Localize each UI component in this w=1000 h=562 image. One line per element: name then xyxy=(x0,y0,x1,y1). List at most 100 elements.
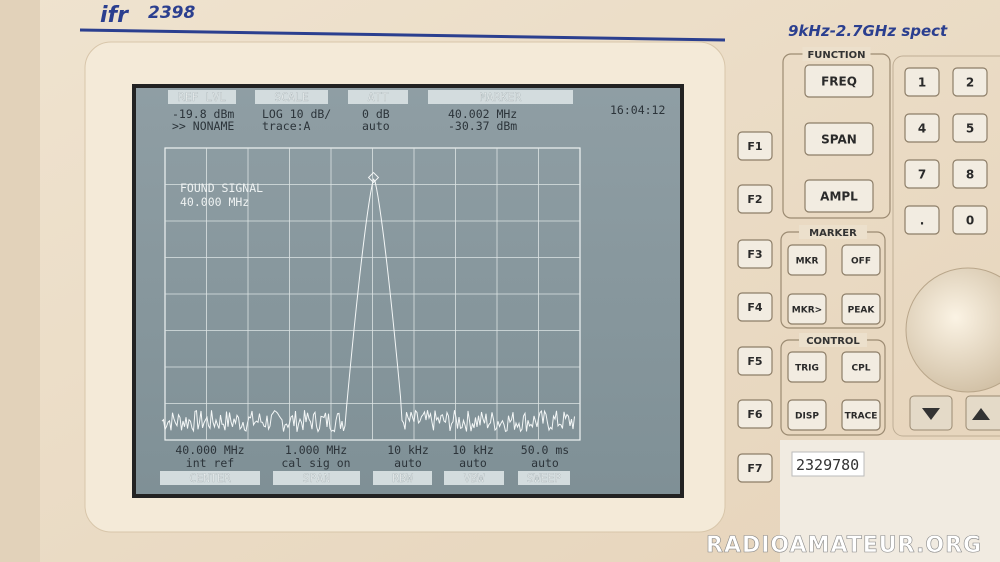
control-key[interactable] xyxy=(787,399,827,431)
softkey[interactable] xyxy=(737,453,773,483)
marker-key[interactable] xyxy=(787,293,827,325)
digit-key-label: 8 xyxy=(966,168,974,182)
control-key[interactable] xyxy=(841,351,881,383)
panel-title: FUNCTION xyxy=(807,50,865,61)
footer-tab xyxy=(373,471,432,485)
softkey[interactable] xyxy=(737,131,773,161)
control-key-label: TRIG xyxy=(795,364,819,374)
footer-tab xyxy=(444,471,504,485)
marker-key[interactable] xyxy=(787,244,827,276)
digit-key[interactable] xyxy=(904,67,940,97)
marker-key-label: OFF xyxy=(851,257,871,267)
function-key-label: SPAN xyxy=(821,133,857,147)
clock: 16:04:12 xyxy=(610,103,665,117)
digit-key[interactable] xyxy=(904,205,940,235)
footer-value: auto xyxy=(394,456,422,470)
footer-value: auto xyxy=(531,456,559,470)
sticker xyxy=(791,451,865,477)
function-key-label: AMPL xyxy=(820,190,858,204)
arrow-down-icon xyxy=(922,408,940,420)
header-value: >> NONAME xyxy=(172,119,234,133)
header-tab-label: SCALE xyxy=(274,90,309,104)
header-tab-label: ATT xyxy=(368,90,389,104)
footer-tab-label: SWEEP xyxy=(527,471,562,485)
softkey-label: F6 xyxy=(747,408,763,421)
footer-tab-label: SPAN xyxy=(303,471,331,485)
header-value: -30.37 dBm xyxy=(448,119,517,133)
footer-tab xyxy=(160,471,260,485)
panel-title-bg xyxy=(799,333,867,347)
header-value: -19.8 dBm xyxy=(172,107,234,121)
digit-key[interactable] xyxy=(952,67,988,97)
function-key[interactable] xyxy=(804,179,874,213)
digit-key[interactable] xyxy=(952,205,988,235)
header-tab-label: REF LVL xyxy=(178,90,227,104)
serial: 2329780 xyxy=(796,456,859,474)
softkey[interactable] xyxy=(737,184,773,214)
control-key-label: TRACE xyxy=(845,412,878,422)
softkey[interactable] xyxy=(737,346,773,376)
marker-key[interactable] xyxy=(841,293,881,325)
marker-key-label: MKR> xyxy=(792,306,822,316)
screen xyxy=(136,88,680,494)
digit-key-label: 4 xyxy=(918,122,926,136)
footer-value: 50.0 ms xyxy=(521,443,569,457)
softkey[interactable] xyxy=(737,292,773,322)
footer-tab-label: CENTER xyxy=(189,471,231,485)
control-key[interactable] xyxy=(787,351,827,383)
footer-value: cal sig on xyxy=(281,456,350,470)
softkey-label: F5 xyxy=(747,355,762,368)
footer-value: 10 kHz xyxy=(387,443,429,457)
footer-tab-label: VBW xyxy=(464,471,485,485)
footer-value: 1.000 MHz xyxy=(285,443,347,457)
digit-key-label: . xyxy=(920,214,925,228)
marker-key-label: MKR xyxy=(796,257,819,267)
softkey[interactable] xyxy=(737,399,773,429)
softkey[interactable] xyxy=(737,239,773,269)
digit-key[interactable] xyxy=(904,159,940,189)
control-key[interactable] xyxy=(841,399,881,431)
brand-line xyxy=(79,28,726,42)
digit-key[interactable] xyxy=(952,113,988,143)
keypad-panel xyxy=(892,55,1000,437)
softkey-label: F3 xyxy=(747,248,762,261)
watermark: RADIOAMATEUR.ORG xyxy=(706,533,982,558)
case-side xyxy=(0,0,40,562)
annotation: 40.000 MHz xyxy=(180,195,249,209)
header-tab xyxy=(428,90,573,104)
model: 2398 xyxy=(148,3,195,23)
header-tab xyxy=(348,90,408,104)
digit-key-label: 7 xyxy=(918,168,926,182)
panel-title: CONTROL xyxy=(806,336,860,347)
footer-tab-label: RBW xyxy=(392,471,413,485)
footer-tab xyxy=(518,471,570,485)
arrow-up-icon xyxy=(972,408,990,420)
panel-title-bg xyxy=(799,225,867,239)
softkey-label: F7 xyxy=(747,462,762,475)
header-value: 0 dB xyxy=(362,107,390,121)
grid xyxy=(165,148,580,440)
header-value: LOG 10 dB/ xyxy=(262,107,331,121)
softkey-label: F4 xyxy=(747,301,763,314)
annotation: FOUND SIGNAL xyxy=(180,181,263,195)
footer-tab xyxy=(273,471,360,485)
digit-key-label: 5 xyxy=(966,122,974,136)
digit-key[interactable] xyxy=(904,113,940,143)
marker-key[interactable] xyxy=(841,244,881,276)
marker-diamond xyxy=(367,171,380,184)
function-key[interactable] xyxy=(804,64,874,98)
digit-key-label: 0 xyxy=(966,214,974,228)
footer-value: auto xyxy=(459,456,487,470)
digit-key[interactable] xyxy=(952,159,988,189)
function-key[interactable] xyxy=(804,122,874,156)
header-tab xyxy=(255,90,328,104)
trace xyxy=(161,178,575,433)
digit-key-label: 1 xyxy=(918,76,926,90)
header-value: 40.002 MHz xyxy=(448,107,517,121)
header-tab xyxy=(168,90,236,104)
digit-key-label: 2 xyxy=(966,76,974,90)
knob[interactable] xyxy=(905,267,1000,393)
panel-title-bg xyxy=(802,47,871,61)
header-value: auto xyxy=(362,119,390,133)
